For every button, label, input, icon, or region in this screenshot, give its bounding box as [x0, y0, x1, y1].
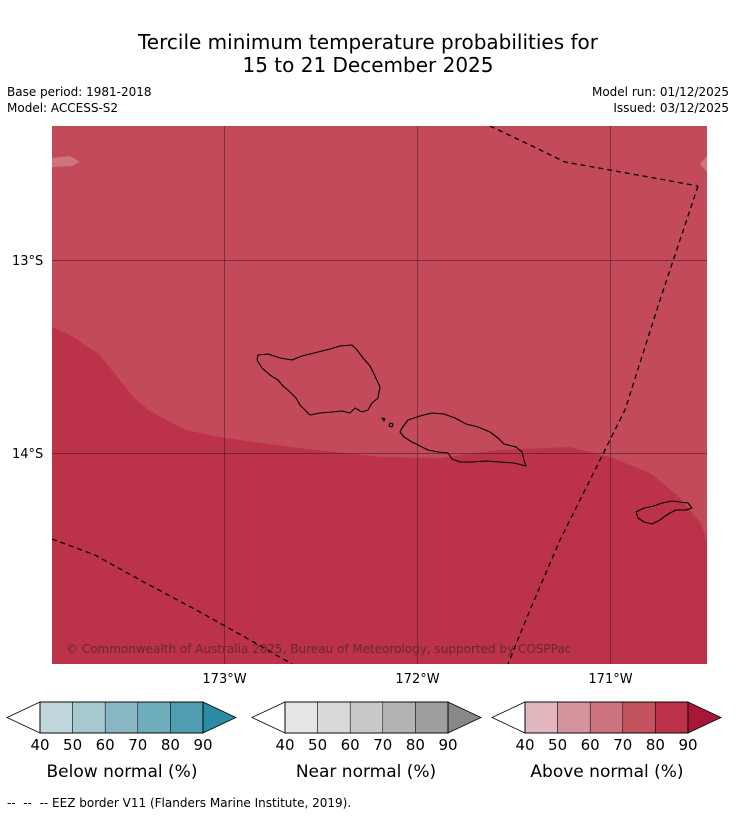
colorbar-segment: [104, 701, 139, 734]
colorbar-segment: [170, 701, 204, 734]
title-line-1: Tercile minimum temperature probabilitie…: [137, 30, 599, 54]
meta-left: Base period: 1981-2018 Model: ACCESS-S2: [7, 84, 152, 116]
legend-caption-above: Above normal (%): [530, 762, 684, 782]
upolu-island: [399, 412, 527, 467]
colorbar-extend-low: [6, 701, 41, 734]
colorbar-segment: [589, 701, 624, 734]
colorbar-tick-label: 80: [406, 736, 425, 754]
colorbar-segment: [524, 701, 558, 734]
colorbar-tick-label: 80: [161, 736, 180, 754]
probability-patch-60-right: [700, 156, 707, 172]
colorbar-extend-high: [202, 701, 237, 734]
colorbar-tick-label: 90: [438, 736, 457, 754]
colorbar-tick-label: 60: [341, 736, 360, 754]
legend-above-normal: 40 50 60 70 80 90: [491, 701, 722, 754]
colorbar-tick-label: 40: [515, 736, 534, 754]
colorbar-tick-label: 40: [275, 736, 294, 754]
lon-label-172w: 172°W: [395, 672, 439, 687]
map-title: Tercile minimum temperature probabilitie…: [0, 31, 736, 77]
colorbar-tick-label: 50: [63, 736, 82, 754]
legend-caption-near: Near normal (%): [295, 762, 437, 782]
colorbar-segment: [284, 701, 318, 734]
colorbar-tick-label: 50: [308, 736, 327, 754]
eez-border-samoa-north: [489, 126, 699, 187]
colorbar-tick-label: 80: [646, 736, 665, 754]
model-run: Model run: 01/12/2025: [591, 85, 729, 99]
graticule: [52, 126, 707, 664]
colorbar-segment: [72, 701, 106, 734]
legend-below-normal: 40 50 60 70 80 90: [6, 701, 237, 754]
colorbar-segment: [655, 701, 689, 734]
colorbar-outline: [39, 701, 204, 734]
colorbar-tick-label: 70: [373, 736, 392, 754]
eez-footnote: -- -- -- EEZ border V11 (Flanders Marine…: [7, 796, 352, 810]
savaii-island: [256, 344, 381, 416]
colorbar-segment: [415, 701, 449, 734]
copyright-notice: © Commonwealth of Australia 2025, Bureau…: [66, 642, 571, 656]
colorbar-outline: [524, 701, 689, 734]
colorbar-extend-high: [687, 701, 722, 734]
map-area[interactable]: © Commonwealth of Australia 2025, Bureau…: [52, 126, 707, 664]
colorbar-segment: [622, 701, 656, 734]
eez-borders: [52, 126, 699, 664]
colorbar-extend-high: [447, 701, 482, 734]
lon-label-171w: 171°W: [588, 672, 632, 687]
colorbar-tick-label: 60: [96, 736, 115, 754]
coastlines: [256, 344, 693, 525]
colorbar-tick-label: 70: [613, 736, 632, 754]
colorbar-tick-label: 90: [193, 736, 212, 754]
meta-right: Model run: 01/12/2025 Issued: 03/12/2025: [592, 84, 729, 116]
lat-label-14s: 14°S: [12, 447, 43, 462]
eez-border-samoa-east: [507, 185, 699, 664]
colorbar-segment: [317, 701, 351, 734]
base-period: Base period: 1981-2018: [7, 85, 152, 99]
colorbar-tick-label: 50: [548, 736, 567, 754]
colorbar-outline: [284, 701, 449, 734]
colorbar-segment: [382, 701, 416, 734]
colorbar-tick-label: 40: [30, 736, 49, 754]
colorbar-tick-label: 60: [581, 736, 600, 754]
colorbar-tick-label: 90: [678, 736, 697, 754]
colorbar-segment: [349, 701, 384, 734]
colorbar-segment: [557, 701, 591, 734]
lon-label-173w: 173°W: [202, 672, 246, 687]
issued-date: Issued: 03/12/2025: [613, 101, 729, 115]
eez-border-southwest: [52, 538, 293, 664]
lat-label-13s: 13°S: [12, 254, 43, 269]
colorbar-extend-low: [491, 701, 526, 734]
tutuila-island: [635, 500, 693, 525]
probability-patch-60-left: [52, 156, 80, 167]
apolima-islet: [381, 417, 386, 422]
legend-near-normal: 40 50 60 70 80 90: [251, 701, 482, 754]
colorbar-extend-low: [251, 701, 286, 734]
colorbar-segment: [137, 701, 171, 734]
colorbar-tick-label: 70: [128, 736, 147, 754]
model-name: Model: ACCESS-S2: [7, 101, 119, 115]
colorbar-segment: [39, 701, 73, 734]
legend-caption-below: Below normal (%): [46, 762, 198, 782]
manono-islet: [388, 422, 394, 428]
title-line-2: 15 to 21 December 2025: [242, 53, 494, 77]
